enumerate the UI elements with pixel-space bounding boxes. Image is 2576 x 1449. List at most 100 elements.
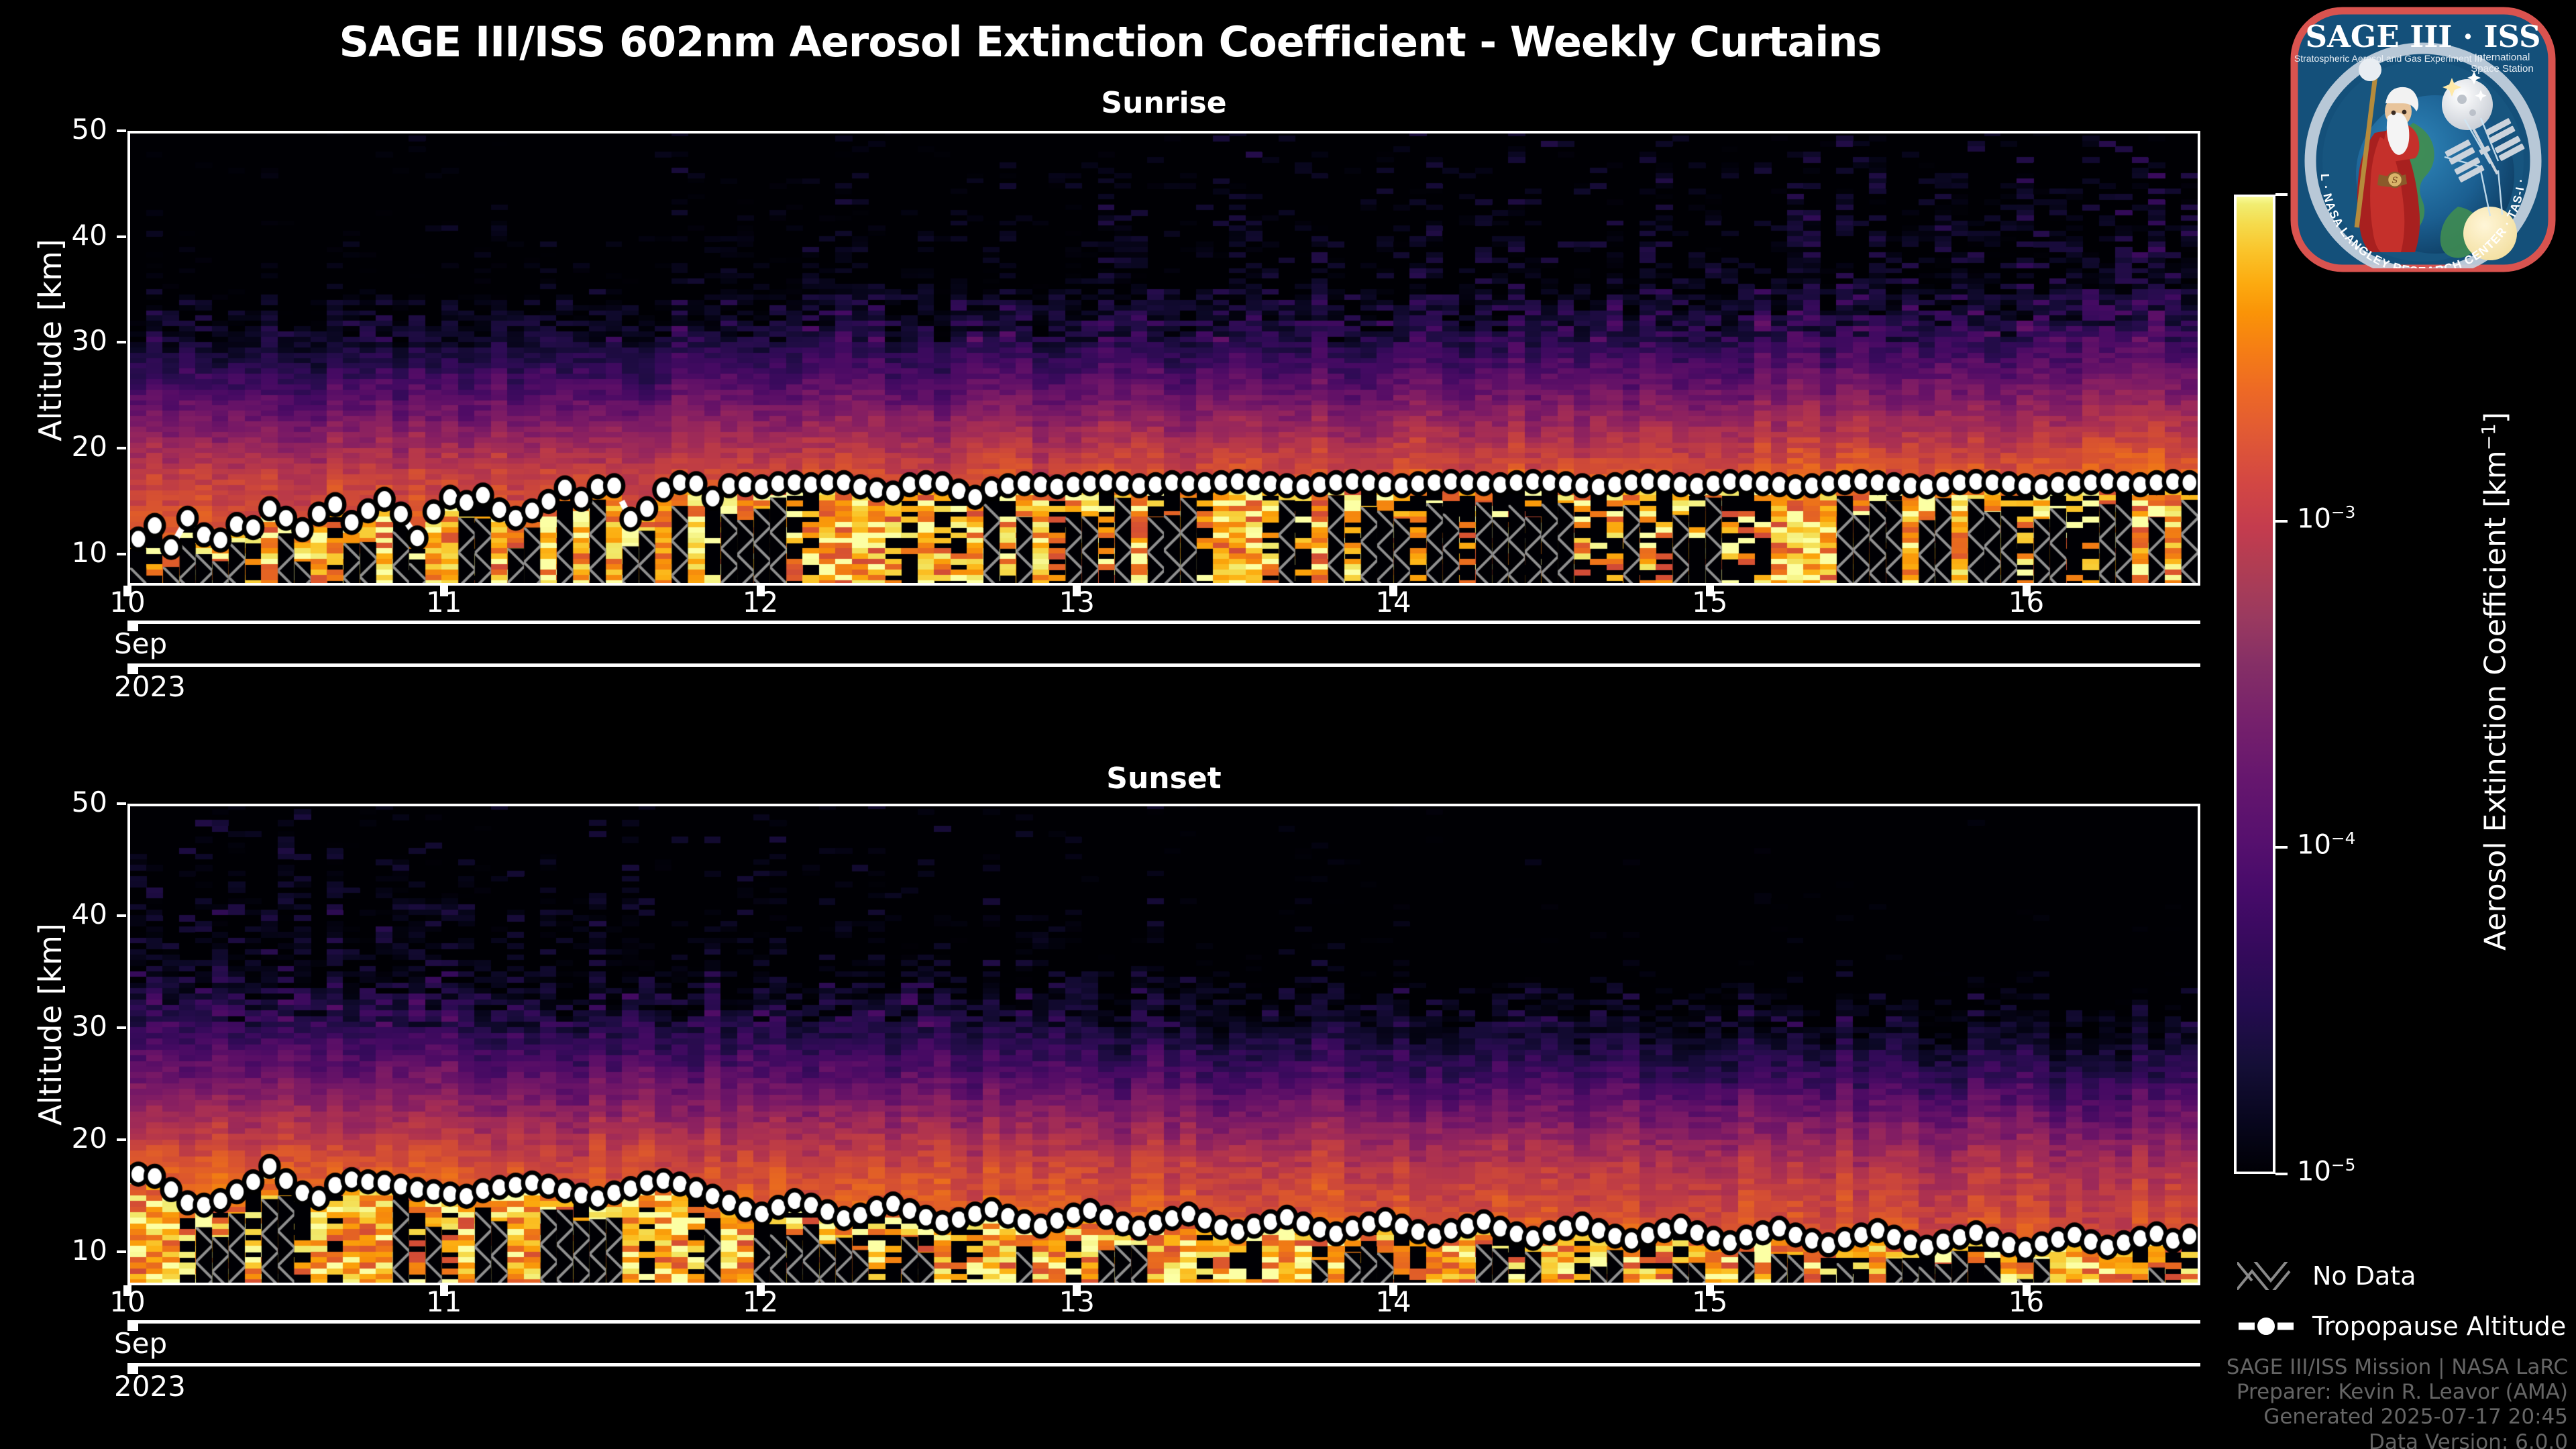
y-tick-mark-sunset-40 [117, 914, 126, 917]
y-tick-mark-sunrise-50 [117, 129, 126, 132]
date-level-label-sunrise-2023: 2023 [114, 670, 186, 703]
y-tick-label-sunrise-10: 10 [71, 535, 107, 569]
plot-area-sunrise[interactable] [127, 131, 2200, 586]
panel-title-sunset: Sunset [1106, 761, 1222, 796]
legend-item-tropopause[interactable]: Tropopause Altitude [2237, 1311, 2566, 1341]
plot-area-sunset[interactable] [127, 804, 2200, 1285]
x-tick-label-sunrise-13: 13 [1059, 586, 1095, 619]
colorbar-label: Aerosol Extinction Coefficient [km−1] [2479, 326, 2513, 1037]
colorbar-label-text: Aerosol Extinction Coefficient [km [2478, 450, 2513, 951]
date-level-rule-sunset-0 [127, 1320, 2200, 1324]
sage-iii-iss-mission-patch: S BALL · NASA LANGLEY RESEARCH CENTER · … [2289, 5, 2557, 274]
x-tick-label-sunset-14: 14 [1375, 1285, 1411, 1318]
x-tick-label-sunrise-16: 16 [2008, 586, 2045, 619]
colorbar-extend-arrows [2234, 195, 2275, 1174]
colorbar-tick-exponent: −3 [2330, 502, 2356, 522]
x-tick-mark-sunrise-16 [2022, 586, 2031, 596]
x-tick-label-sunset-12: 12 [742, 1285, 779, 1318]
colorbar-tick-mantissa: 10 [2297, 829, 2331, 861]
colorbar-tick-mantissa: 10 [2297, 502, 2331, 534]
date-level-rule-sunset-1 [127, 1363, 2200, 1366]
y-tick-mark-sunset-20 [117, 1138, 126, 1141]
colorbar-tick-mark-2 [2275, 846, 2288, 849]
date-level-tick-sunset-1 [127, 1363, 138, 1374]
x-tick-mark-sunset-13 [1073, 1285, 1081, 1296]
colorbar-label-exponent: −1 [2478, 423, 2500, 451]
y-tick-mark-sunset-10 [117, 1250, 126, 1253]
legend-label-no-data: No Data [2312, 1261, 2416, 1291]
y-tick-label-sunrise-40: 40 [71, 218, 107, 252]
colorbar-tick-mark-0 [2275, 193, 2288, 196]
y-tick-label-sunset-30: 30 [71, 1009, 107, 1042]
y-tick-label-sunrise-50: 50 [71, 113, 107, 146]
x-tick-label-sunrise-14: 14 [1375, 586, 1411, 619]
colorbar-tick-exponent: −4 [2330, 828, 2356, 849]
y-tick-label-sunrise-30: 30 [71, 324, 107, 358]
y-tick-label-sunrise-20: 20 [71, 430, 107, 464]
y-tick-mark-sunrise-20 [117, 447, 126, 450]
colorbar[interactable] [2234, 195, 2275, 1174]
y-tick-mark-sunset-30 [117, 1026, 126, 1029]
x-tick-label-sunrise-15: 15 [1692, 586, 1728, 619]
page-title: SAGE III/ISS 602nm Aerosol Extinction Co… [339, 17, 1882, 66]
colorbar-tick-label-3: 10−5 [2297, 1155, 2355, 1187]
credit-line-mission: SAGE III/ISS Mission | NASA LaRC [2226, 1355, 2568, 1379]
svg-text:S: S [2392, 176, 2398, 186]
colorbar-tick-exponent: −5 [2330, 1155, 2356, 1175]
date-level-rule-sunrise-1 [127, 663, 2200, 667]
colorbar-tick-mark-3 [2275, 1173, 2288, 1175]
y-tick-mark-sunrise-40 [117, 235, 126, 238]
x-tick-mark-sunset-11 [439, 1285, 448, 1296]
date-level-label-sunrise-sep: Sep [114, 627, 168, 660]
mission-patch-subtitle-right-2: Space Station [2471, 63, 2533, 74]
mission-patch-subtitle-right-1: International [2475, 52, 2530, 63]
x-tick-label-sunset-10: 10 [109, 1285, 146, 1318]
colorbar-tick-label-2: 10−4 [2297, 828, 2355, 860]
no-data-hatch-icon [2237, 1262, 2295, 1290]
legend-label-tropopause: Tropopause Altitude [2312, 1311, 2567, 1341]
mission-patch-subtitle-left: Stratospheric Aerosol and Gas Experiment… [2294, 53, 2482, 64]
mission-patch-title: SAGE III · ISS [2305, 19, 2540, 54]
x-tick-mark-sunset-14 [1389, 1285, 1398, 1296]
x-tick-label-sunrise-11: 11 [426, 586, 462, 619]
y-tick-mark-sunrise-10 [117, 552, 126, 555]
x-tick-mark-sunset-15 [1705, 1285, 1714, 1296]
y-tick-label-sunset-10: 10 [71, 1233, 107, 1267]
credit-line-preparer: Preparer: Kevin R. Leavor (AMA) [2236, 1380, 2568, 1405]
date-level-tick-sunset-0 [127, 1320, 138, 1331]
y-tick-mark-sunrise-30 [117, 341, 126, 344]
x-tick-mark-sunrise-11 [439, 586, 448, 596]
heatmap-sunrise [130, 133, 2198, 583]
credit-line-generated: Generated 2025-07-17 20:45 [2263, 1405, 2568, 1430]
credit-line-data-version: Data Version: 6.0.0 [2368, 1430, 2568, 1449]
x-tick-mark-sunrise-14 [1389, 586, 1398, 596]
x-tick-label-sunset-13: 13 [1059, 1285, 1095, 1318]
tropopause-line-icon [2239, 1316, 2294, 1336]
date-level-label-sunset-sep: Sep [114, 1327, 168, 1360]
colorbar-tick-mantissa: 10 [2297, 1156, 2331, 1187]
x-tick-mark-sunrise-12 [756, 586, 765, 596]
x-tick-mark-sunrise-10 [123, 586, 131, 596]
date-level-tick-sunrise-1 [127, 663, 138, 674]
colorbar-label-tail: ] [2478, 412, 2513, 424]
date-level-tick-sunrise-0 [127, 621, 138, 631]
credits-block: SAGE III/ISS Mission | NASA LaRC Prepare… [2226, 1355, 2568, 1449]
x-tick-mark-sunrise-15 [1705, 586, 1714, 596]
y-tick-label-sunset-50: 50 [71, 786, 107, 818]
x-tick-mark-sunset-12 [756, 1285, 765, 1296]
date-level-label-sunset-2023: 2023 [114, 1370, 186, 1403]
heatmap-sunset [130, 806, 2198, 1283]
colorbar-tick-mark-1 [2275, 519, 2288, 523]
y-tick-mark-sunset-50 [117, 802, 126, 805]
x-tick-label-sunset-11: 11 [426, 1285, 462, 1318]
mission-patch-svg: S BALL · NASA LANGLEY RESEARCH CENTER · … [2290, 7, 2556, 272]
x-tick-label-sunrise-10: 10 [109, 586, 146, 619]
colorbar-gradient [2234, 195, 2275, 1174]
legend-item-no-data[interactable]: No Data [2237, 1261, 2416, 1291]
panel-title-sunrise: Sunrise [1101, 86, 1227, 120]
date-level-rule-sunrise-0 [127, 621, 2200, 624]
y-tick-label-sunset-20: 20 [71, 1121, 107, 1155]
x-tick-label-sunset-16: 16 [2008, 1285, 2045, 1318]
y-tick-label-sunset-40: 40 [71, 897, 107, 930]
x-tick-mark-sunset-10 [123, 1285, 131, 1296]
